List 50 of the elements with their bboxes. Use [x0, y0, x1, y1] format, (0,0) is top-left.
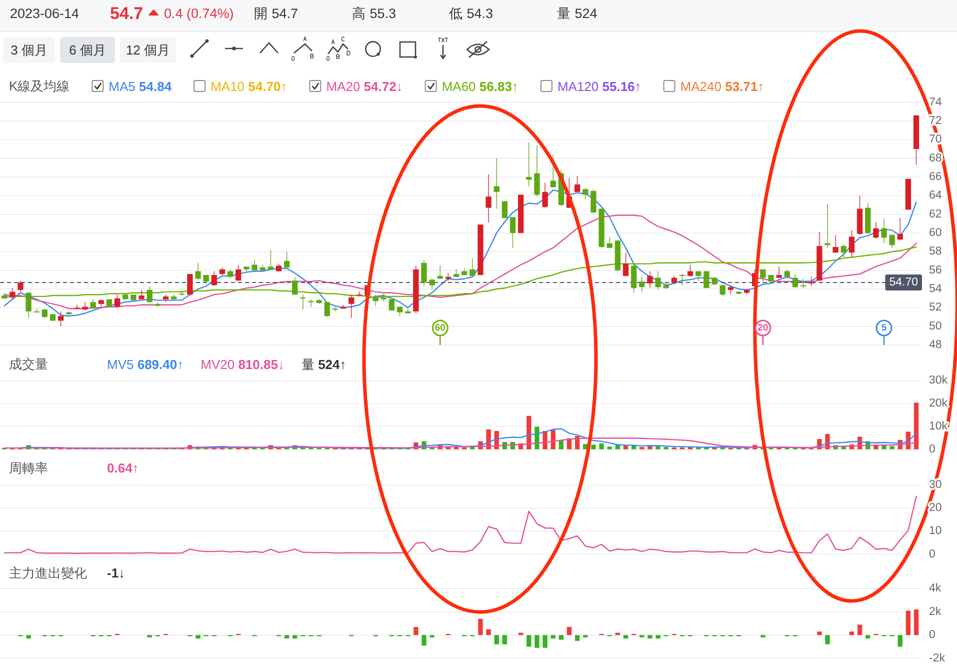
text: 量 524↑ [301, 356, 346, 372]
chart-title: K線及均線 [9, 78, 70, 94]
y-tick-label: 10 [929, 525, 942, 538]
text: MV20 810.85↓ [200, 356, 284, 372]
y-tick-label: 0 [929, 443, 936, 456]
text: MA60 56.83↑ [442, 78, 518, 94]
y-tick-label: 4k [929, 582, 942, 595]
chart-title: 周轉率 [9, 460, 48, 476]
y-tick-label: 54 [929, 282, 942, 295]
text: MA240 53.71↑ [680, 78, 764, 94]
text: -1↓ [107, 566, 126, 580]
y-tick-label: 48 [929, 339, 942, 351]
y-tick-label: -2k [929, 652, 946, 664]
chart-title: 主力進出變化 [9, 566, 87, 580]
y-tick-label: 52 [929, 302, 942, 314]
y-tick-label: 0 [929, 548, 936, 560]
ref-line-label: 54.70 [889, 276, 918, 288]
text: 2023-06-14 [10, 6, 80, 21]
text: 0.4 (0.74%) [164, 6, 234, 21]
y-tick-label: 74 [929, 96, 942, 108]
y-tick-label: 64 [929, 190, 942, 202]
y-tick-label: 20k [929, 398, 948, 410]
y-tick-label: 56 [929, 264, 942, 276]
text: 12 個月 [126, 42, 170, 58]
text: 高 55.3 [352, 6, 396, 21]
y-tick-label: 62 [929, 208, 942, 220]
y-tick-label: 60 [929, 226, 942, 239]
y-tick-label: 66 [929, 170, 942, 183]
y-tick-label: 2k [929, 606, 942, 618]
text: 量 524 [557, 6, 598, 21]
chart-title: 成交量 [9, 356, 48, 372]
text: MA5 54.84 [108, 78, 172, 94]
text: MA120 55.16↑ [557, 78, 642, 94]
text: 54.7 [110, 4, 144, 23]
text: MA20 54.72↓ [326, 78, 403, 94]
text: 低 54.3 [449, 6, 494, 21]
annotation: 20 [758, 322, 768, 334]
y-tick-label: 20 [929, 502, 942, 514]
annotation: 60 [434, 322, 446, 334]
text: MA10 54.70↑ [210, 78, 288, 94]
text: 6 個月 [69, 42, 106, 58]
y-tick-label: 0 [929, 629, 936, 642]
annotation: 5 [881, 322, 888, 334]
y-tick-label: 50 [929, 320, 942, 332]
text: 3 個月 [10, 42, 48, 58]
text: 0.64↑ [107, 460, 139, 476]
text: 開 54.7 [254, 6, 298, 21]
text: MV5 689.40↑ [107, 356, 184, 372]
y-tick-label: 30k [929, 374, 948, 387]
y-tick-label: 58 [929, 246, 942, 258]
